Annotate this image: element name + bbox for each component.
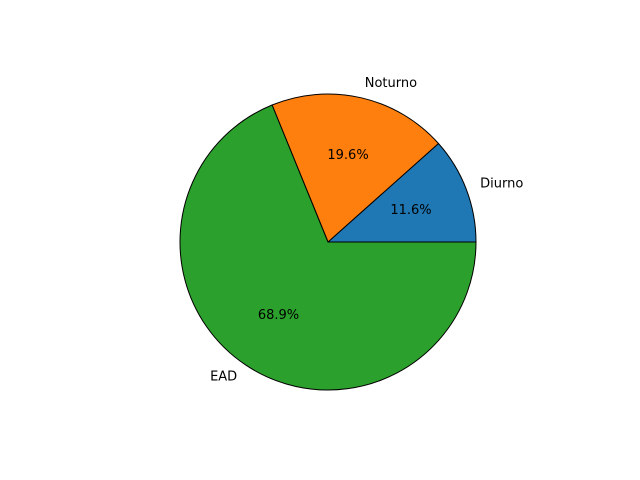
pie-slice-diurno: [327, 143, 477, 243]
pie-slice-noturno: [271, 93, 439, 243]
slice-label-diurno: Diurno: [480, 177, 523, 192]
slice-percent-noturno: 19.6%: [327, 148, 368, 163]
pie-slices: [179, 93, 477, 391]
slice-label-ead: EAD: [210, 370, 237, 385]
slice-label-noturno: Noturno: [365, 76, 417, 91]
slice-percent-diurno: 11.6%: [390, 203, 431, 218]
pie-slice-ead: [179, 104, 477, 391]
slice-percent-ead: 68.9%: [258, 308, 299, 323]
pie-labels: Diurno 11.6% Noturno 19.6% EAD 68.9%: [210, 76, 523, 385]
